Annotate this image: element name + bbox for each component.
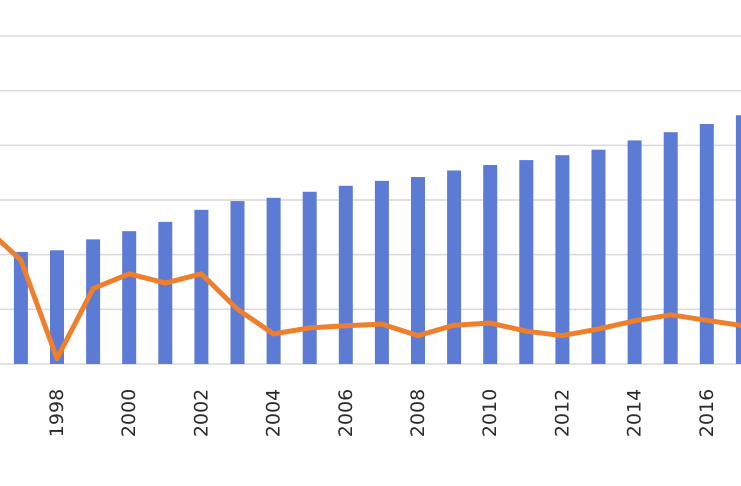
bar	[447, 170, 462, 364]
bar	[50, 250, 64, 364]
bar	[13, 251, 28, 364]
x-tick-label: 2002	[190, 389, 212, 437]
x-axis-tick-labels: 1998 2000 2002 2004 2006 2008 2010 2012 2014 2016	[46, 389, 718, 437]
x-tick-label: 2016	[696, 389, 718, 437]
x-tick-label: 2012	[551, 389, 573, 437]
line-path	[0, 237, 741, 361]
x-tick-label: 2008	[407, 389, 429, 437]
x-tick-label: 2010	[479, 389, 501, 437]
x-tick-label: 2000	[118, 389, 140, 437]
bar-series	[13, 115, 741, 365]
bar	[266, 197, 281, 364]
bar	[302, 191, 317, 364]
bar	[519, 160, 534, 364]
bar	[230, 201, 245, 364]
bar	[663, 132, 678, 364]
bar	[86, 239, 101, 364]
x-tick-label: 2014	[624, 389, 646, 437]
bar	[411, 177, 425, 364]
x-tick-label: 2004	[263, 389, 285, 437]
bar	[627, 140, 642, 364]
line-series	[0, 237, 741, 361]
bar	[158, 221, 173, 364]
bar	[483, 165, 498, 364]
bar	[555, 155, 570, 364]
x-tick-label: 2006	[335, 389, 357, 437]
bar	[194, 209, 209, 364]
bar	[591, 149, 606, 364]
bar	[374, 180, 389, 364]
x-tick-label: 1998	[46, 389, 68, 437]
bar	[338, 185, 353, 364]
bar	[122, 231, 137, 364]
bar	[735, 115, 741, 365]
bar	[699, 124, 714, 364]
